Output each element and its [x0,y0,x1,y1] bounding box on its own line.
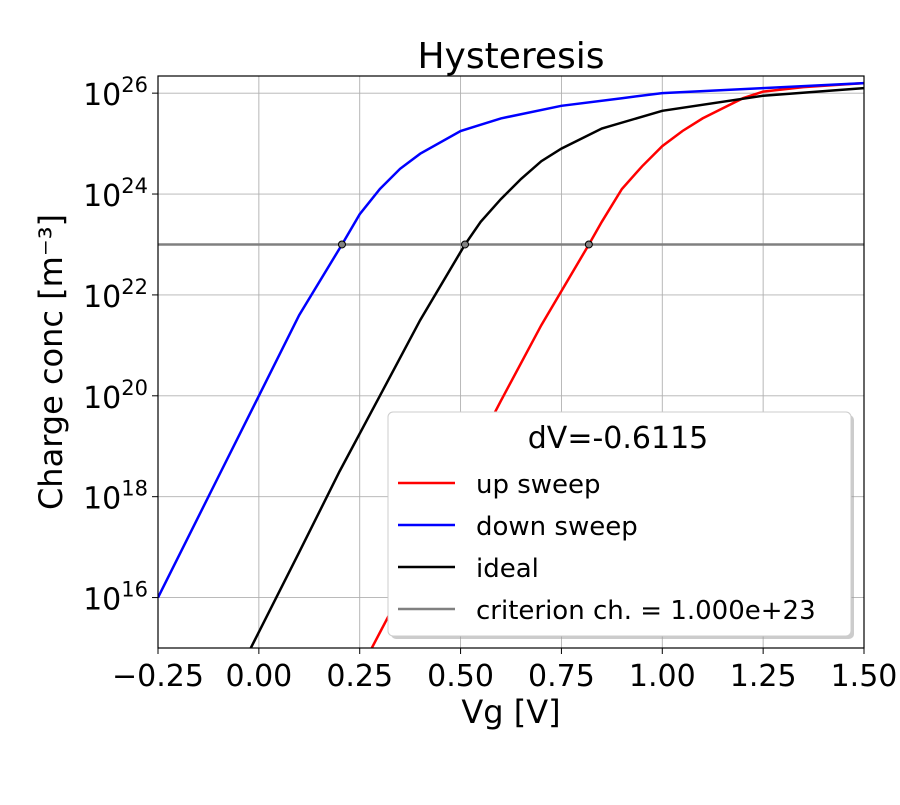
plot-frame [157,75,865,649]
x-tick-label: 1.00 [629,659,696,694]
legend-title: dV=-0.6115 [528,421,709,456]
y-tick-label: 1018 [83,477,148,517]
series-lines [158,81,864,648]
x-tick-label: 0.75 [528,659,595,694]
y-tick-label: 1026 [83,73,148,113]
legend-entry-label: ideal [476,554,539,584]
criterion-marker [584,240,593,249]
series-line-down [158,81,864,599]
legend-entry-label: down sweep [476,512,638,542]
x-tick-label: 1.25 [730,659,797,694]
legend-entry-label: criterion ch. = 1.000e+23 [476,596,816,626]
criterion-marker [461,240,470,249]
x-axis-label: Vg [V] [461,693,560,731]
grid [157,76,865,648]
criterion-marker [337,240,346,249]
x-tick-label: 1.50 [831,659,898,694]
y-tick-label: 1022 [83,275,148,315]
legend: dV=-0.6115 up sweep down sweep ideal criter… [387,411,854,639]
x-tick-label: 0.25 [326,659,393,694]
chart-title: Hysteresis [417,36,604,77]
x-tick-label: 0.00 [225,659,292,694]
y-tick-label: 1020 [83,376,148,416]
criterion-markers [337,240,593,249]
legend-box [387,411,852,637]
series-line-up [370,81,864,648]
y-tick-label: 1024 [83,174,148,214]
legend-entry-label: up sweep [476,470,601,500]
x-tick-label: −0.25 [112,659,204,694]
ticks: −0.25 0.00 0.25 0.50 0.75 1.00 1.25 1.50 1016 101… [83,73,897,694]
series-line-ideal [249,86,864,648]
y-axis-label: Charge conc [m⁻³] [32,214,70,510]
y-tick-label: 1016 [83,578,148,618]
x-tick-label: 0.50 [427,659,494,694]
